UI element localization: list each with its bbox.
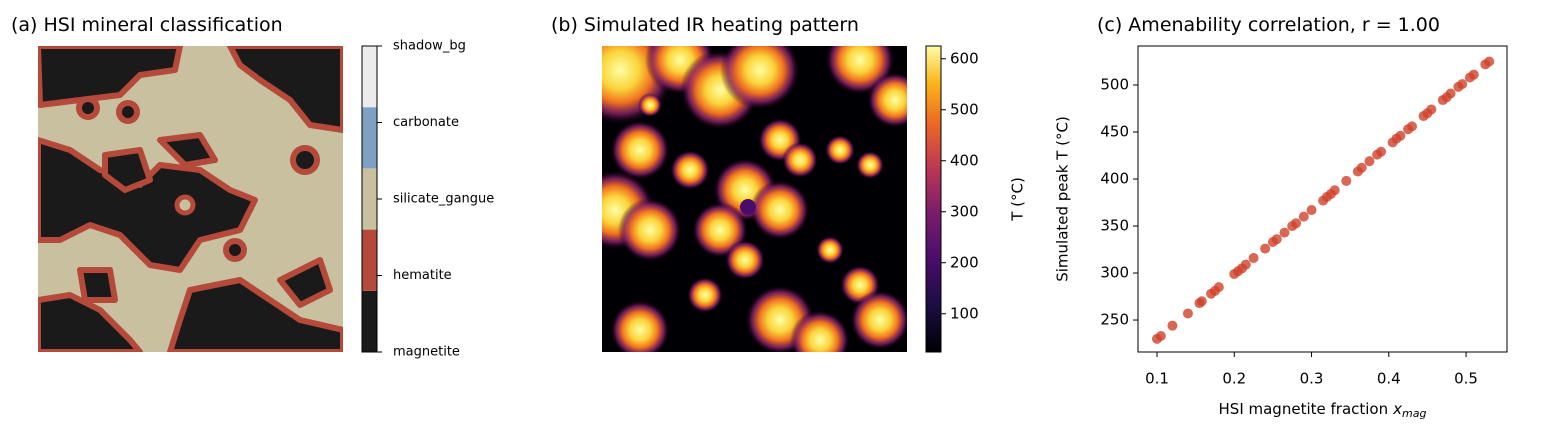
scatter-point <box>1298 211 1309 222</box>
colorbar-tick-label: 200 <box>950 253 979 271</box>
scatter-point <box>1196 296 1207 307</box>
scatter-point <box>1356 162 1367 173</box>
scatter-point <box>1306 205 1317 216</box>
colorbar-tick-label: 400 <box>950 151 979 169</box>
scatter-point <box>1457 79 1468 90</box>
scatter-point <box>1484 56 1495 67</box>
x-tick-label: 0.5 <box>1454 370 1478 388</box>
x-axis-label-part: x <box>1392 400 1402 418</box>
panel-title: (c) Amenability correlation, r = 1.00 <box>1097 14 1440 36</box>
colorbar-label: shadow_bg <box>393 39 466 54</box>
y-tick-label: 300 <box>1100 264 1129 282</box>
scatter-point <box>1240 259 1251 270</box>
scatter-point <box>1445 88 1456 99</box>
scatter-point <box>1279 227 1290 238</box>
scatter-point <box>1213 282 1224 293</box>
scatter-point <box>1426 104 1437 115</box>
x-axis-label-part: HSI magnetite fraction <box>1219 400 1389 418</box>
scatter-point <box>1376 146 1387 157</box>
colorbar-segment <box>362 290 377 352</box>
scatter-point <box>1364 156 1375 167</box>
x-tick-label: 0.3 <box>1300 370 1324 388</box>
colorbar-tick-label: 500 <box>950 100 979 118</box>
colorbar-label: magnetite <box>393 345 460 360</box>
x-tick-label: 0.1 <box>1145 370 1169 388</box>
y-tick-label: 500 <box>1100 76 1129 94</box>
scatter-point <box>1271 234 1282 245</box>
scatter-point <box>1155 331 1166 342</box>
scatter-point <box>1468 69 1479 80</box>
y-tick-label: 450 <box>1100 123 1129 141</box>
category-colorbar: magnetite hematite silicate_gangue carbonat… <box>361 39 494 360</box>
scatter-point <box>1182 308 1193 319</box>
colorbar-label: hematite <box>393 268 452 283</box>
scatter-point <box>1260 243 1271 254</box>
y-tick-label: 400 <box>1100 170 1129 188</box>
colorbar-label: carbonate <box>393 115 459 130</box>
scatter-point <box>1329 185 1340 196</box>
y-tick-label: 250 <box>1100 311 1129 329</box>
scatter-point <box>1406 121 1417 132</box>
scatter-plot: 0.1 0.2 0.3 0.4 0.5 250 300 350 400 450 500 HSI mag… <box>1054 56 1495 421</box>
scatter-point <box>1395 130 1406 141</box>
mineral-map <box>38 46 343 352</box>
colorbar-label: silicate_gangue <box>393 192 494 207</box>
scatter-point <box>1167 320 1178 331</box>
y-axis-label: Simulated peak T (°C) <box>1054 116 1072 282</box>
colorbar-segment <box>362 107 377 169</box>
x-tick-label: 0.4 <box>1377 370 1401 388</box>
x-tick-label: 0.2 <box>1222 370 1246 388</box>
axes-frame <box>1137 45 1508 353</box>
colorbar-segment <box>362 229 377 291</box>
scatter-point <box>1248 252 1259 263</box>
colorbar <box>925 45 942 353</box>
heat-map <box>602 46 907 352</box>
panel-title: (a) HSI mineral classification <box>11 14 283 36</box>
colorbar-tick-label: 300 <box>950 202 979 220</box>
scatter-point <box>1341 175 1352 186</box>
x-axis-label-part: mag <box>1402 407 1426 420</box>
colorbar-tick-label: 600 <box>950 49 979 67</box>
y-tick-label: 350 <box>1100 217 1129 235</box>
colorbar-label: T (°C) <box>1009 177 1027 222</box>
panel-title: (b) Simulated IR heating pattern <box>551 14 859 36</box>
x-axis-label: HSI magnetite fraction xmag <box>1219 400 1427 421</box>
colorbar-axis: 100 200 300 400 500 600 T (°C) <box>941 49 1027 322</box>
colorbar-segment <box>362 46 377 108</box>
colorbar-tick-label: 100 <box>950 304 979 322</box>
colorbar-segment <box>362 168 377 230</box>
scatter-point <box>1291 218 1302 229</box>
